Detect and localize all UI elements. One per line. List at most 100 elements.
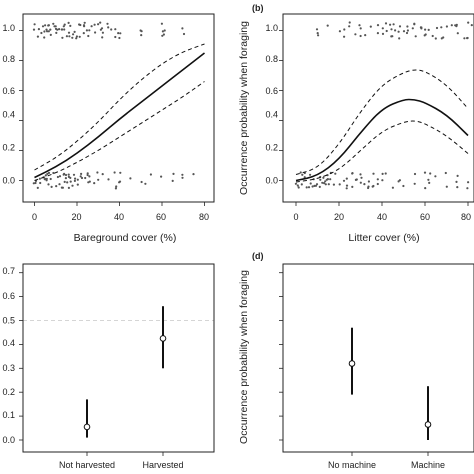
- y-tick-label: 0.0: [2, 435, 15, 445]
- data-point: [86, 172, 89, 175]
- category-label: Harvested: [142, 460, 183, 470]
- panel-d-frame: [282, 263, 474, 453]
- category-label: No machine: [328, 460, 376, 470]
- data-point: [327, 183, 330, 186]
- data-point: [67, 31, 71, 34]
- y-tick-label: 0.4: [265, 110, 278, 120]
- data-point: [376, 31, 379, 35]
- data-point: [58, 175, 62, 178]
- data-point: [402, 184, 405, 188]
- data-point: [62, 25, 65, 28]
- data-point: [76, 183, 79, 186]
- panel-a-curves: [34, 43, 205, 181]
- x-axis-label: Litter cover (%): [348, 232, 419, 244]
- panel-c: 0.0 0.1 0.2 0.3 0.4 0.5 0.6 0.7 Not harv…: [2, 263, 215, 470]
- data-point: [47, 171, 51, 174]
- data-point: [406, 29, 409, 32]
- data-point: [381, 179, 384, 182]
- data-point: [301, 173, 304, 176]
- data-point: [56, 28, 59, 31]
- x-axis-label: Bareground cover (%): [74, 232, 177, 244]
- data-point: [37, 28, 41, 31]
- data-point: [354, 33, 357, 36]
- data-point: [463, 37, 466, 40]
- data-point: [363, 183, 366, 186]
- data-point: [36, 186, 39, 189]
- panel-a-x-axis: 0 20 40 60 80: [32, 212, 209, 222]
- data-point: [345, 177, 348, 180]
- data-point: [359, 173, 362, 176]
- data-point: [413, 22, 416, 25]
- data-point: [114, 28, 117, 31]
- data-point: [424, 28, 427, 31]
- data-point: [47, 24, 51, 27]
- data-point: [50, 185, 53, 188]
- confidence-band: [34, 81, 205, 181]
- data-point: [82, 31, 85, 35]
- data-point: [88, 29, 91, 32]
- data-point: [445, 25, 448, 28]
- axis-ticks: [279, 30, 469, 206]
- data-point: [345, 184, 349, 187]
- data-point: [69, 176, 72, 179]
- data-point: [470, 24, 473, 27]
- x-tick-label: 80: [199, 212, 209, 222]
- data-point: [467, 21, 470, 24]
- y-tick-label: 0.6: [2, 86, 15, 96]
- data-point: [75, 35, 78, 38]
- category-label: Not harvested: [59, 460, 115, 470]
- data-point: [181, 173, 184, 176]
- data-point: [160, 175, 163, 178]
- data-point: [66, 181, 69, 184]
- data-point: [369, 25, 372, 28]
- data-point: [115, 185, 118, 188]
- data-point: [392, 23, 395, 26]
- data-point: [440, 37, 443, 40]
- data-point: [367, 186, 370, 190]
- data-point: [68, 35, 71, 38]
- y-axis-label: Occurrence probability when foraging: [238, 270, 250, 444]
- data-point: [79, 175, 82, 178]
- data-point: [161, 34, 164, 37]
- x-tick-label: 60: [420, 212, 430, 222]
- data-point: [172, 172, 175, 175]
- data-point: [309, 173, 312, 176]
- panel-b-points-top: [315, 21, 473, 40]
- point-estimate: [348, 360, 356, 367]
- y-axis-label: Occurrence probability when foraging: [238, 21, 250, 195]
- fitted-curve: [295, 98, 469, 182]
- data-point: [321, 181, 324, 184]
- data-point: [101, 31, 104, 34]
- data-point: [63, 28, 66, 31]
- data-point: [359, 34, 362, 38]
- data-point: [338, 30, 341, 33]
- y-tick-label: 0.4: [2, 110, 15, 120]
- data-point: [431, 34, 434, 38]
- data-point: [96, 171, 99, 174]
- data-point: [118, 36, 121, 40]
- data-point: [107, 26, 110, 29]
- data-point: [62, 173, 65, 176]
- data-point: [84, 176, 87, 180]
- data-point: [326, 178, 329, 181]
- data-point: [351, 185, 354, 188]
- point-estimate: [424, 421, 432, 428]
- panel-c-y-axis: 0.0 0.1 0.2 0.3 0.4 0.5 0.6 0.7: [2, 266, 15, 445]
- y-tick-label: 0.2: [2, 387, 15, 397]
- data-point: [466, 187, 469, 190]
- data-point: [456, 186, 459, 189]
- category-label: Machine: [411, 460, 445, 470]
- data-point: [71, 184, 74, 187]
- data-point: [456, 32, 459, 35]
- panel-c-frame: [22, 263, 215, 453]
- data-point: [67, 186, 70, 189]
- data-point: [434, 175, 437, 178]
- data-point: [394, 29, 397, 32]
- data-point: [343, 28, 346, 31]
- data-point: [46, 30, 49, 33]
- data-point: [58, 183, 61, 186]
- y-tick-label: 0.3: [2, 363, 15, 373]
- y-tick-label: 0.2: [2, 143, 15, 153]
- data-point: [455, 180, 458, 183]
